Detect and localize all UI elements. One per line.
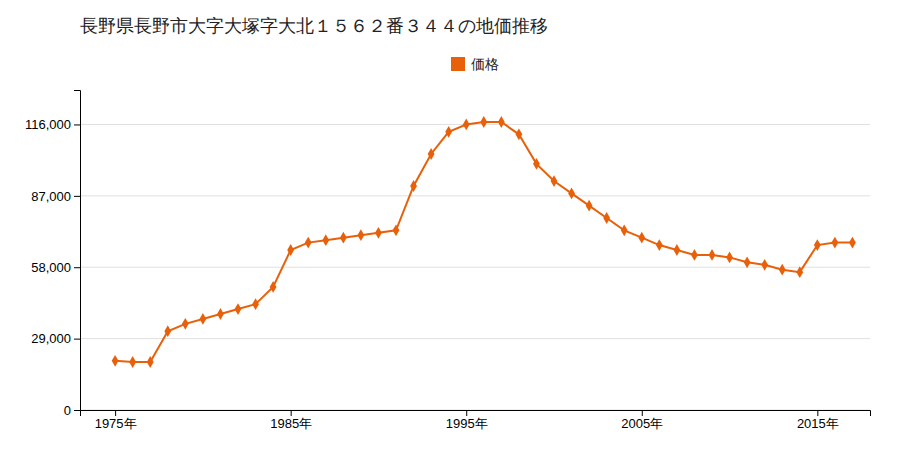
series-marker (726, 251, 733, 263)
x-tick-label: 1985年 (270, 416, 312, 431)
y-tick-label: 0 (64, 403, 71, 418)
series-marker (322, 234, 329, 246)
series-marker (164, 325, 171, 337)
x-tick-mark (291, 410, 292, 416)
series-marker (779, 264, 786, 276)
x-tick-label: 1995年 (446, 416, 488, 431)
grid-line (80, 267, 870, 268)
grid (80, 124, 870, 410)
x-tick: 2005年 (621, 410, 663, 431)
series-marker (498, 116, 505, 128)
y-tick: 87,000 (31, 189, 80, 204)
legend: 価格 (451, 56, 499, 72)
x-tick: 1975年 (95, 410, 137, 431)
chart-title: 長野県長野市大字大塚字大北１５６２番３４４の地価推移 (80, 15, 548, 36)
y-tick: 58,000 (31, 260, 80, 275)
series-marker (796, 266, 803, 278)
x-tick-label: 2015年 (797, 416, 839, 431)
series-marker (849, 237, 856, 249)
y-tick-label: 116,000 (25, 117, 71, 132)
series-marker (357, 229, 364, 241)
series-marker (199, 313, 206, 325)
legend-label: 価格 (471, 56, 499, 72)
x-axis-line (81, 411, 871, 417)
series-marker (112, 355, 119, 367)
series-marker (673, 244, 680, 256)
x-tick-mark (115, 410, 116, 416)
series-marker (235, 303, 242, 315)
series-marker (761, 259, 768, 271)
x-tick-mark (642, 410, 643, 416)
y-tick: 116,000 (25, 117, 80, 132)
series-marker (393, 224, 400, 236)
series-marker (480, 116, 487, 128)
series-marker (638, 232, 645, 244)
plot-area: 1975年 1985年 1995年 2005年 2015年 0 29,000 58,000 87… (25, 91, 871, 432)
x-tick: 1985年 (270, 410, 312, 431)
y-tick-label: 29,000 (31, 331, 71, 346)
series-marker (445, 126, 452, 138)
series-marker (129, 356, 136, 368)
series-line (115, 122, 852, 362)
series-marker (182, 318, 189, 330)
y-tick: 29,000 (31, 331, 80, 346)
series-marker (551, 175, 558, 187)
y-tick-mark (74, 196, 80, 197)
y-tick-mark (74, 410, 80, 411)
series-marker (410, 180, 417, 192)
x-tick-label: 1975年 (95, 416, 137, 431)
chart-svg: 1975年 1985年 1995年 2005年 2015年 0 29,000 58,000 87… (0, 0, 900, 450)
legend-swatch (451, 57, 465, 71)
series-marker (656, 239, 663, 251)
x-tick-label: 2005年 (621, 416, 663, 431)
legend-item: 価格 (451, 56, 499, 72)
series-marker (709, 249, 716, 261)
y-axis-line (74, 91, 81, 411)
series-marker (744, 256, 751, 268)
series-marker (814, 239, 821, 251)
series-marker (375, 227, 382, 239)
y-tick-mark (74, 267, 80, 268)
x-axis: 1975年 1985年 1995年 2005年 2015年 (81, 410, 871, 431)
series-marker (463, 119, 470, 131)
series-marker (603, 212, 610, 224)
y-tick-mark (74, 124, 80, 125)
series-marker (287, 244, 294, 256)
grid-line (80, 195, 870, 196)
series-marker (305, 237, 312, 249)
data-layer (112, 116, 856, 368)
y-tick-label: 58,000 (31, 260, 71, 275)
series-marker (340, 232, 347, 244)
y-tick-mark (74, 339, 80, 340)
series-marker (252, 298, 259, 310)
x-tick-mark (466, 410, 467, 416)
x-tick-mark (817, 410, 818, 416)
series-marker (428, 148, 435, 160)
series-marker (831, 237, 838, 249)
chart-container: 1975年 1985年 1995年 2005年 2015年 0 29,000 58,000 87… (0, 0, 900, 450)
series-marker (568, 187, 575, 199)
series-marker (217, 308, 224, 320)
x-tick: 2015年 (797, 410, 839, 431)
series-marker (270, 281, 277, 293)
grid-line (80, 338, 870, 339)
series-marker (691, 249, 698, 261)
y-axis: 0 29,000 58,000 87,000 116,000 (25, 91, 81, 418)
x-tick: 1995年 (446, 410, 488, 431)
y-tick-label: 87,000 (31, 189, 71, 204)
series-marker (586, 200, 593, 212)
series-marker (621, 224, 628, 236)
series-marker (147, 356, 154, 368)
series-marker (515, 128, 522, 140)
series-marker (533, 158, 540, 170)
y-tick: 0 (64, 403, 80, 418)
